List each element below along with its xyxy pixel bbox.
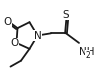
Text: NH: NH [79, 47, 94, 57]
Text: 2: 2 [85, 51, 90, 60]
Text: S: S [63, 10, 69, 20]
Text: N: N [34, 30, 41, 41]
Text: O: O [3, 17, 11, 27]
Text: O: O [11, 38, 19, 48]
